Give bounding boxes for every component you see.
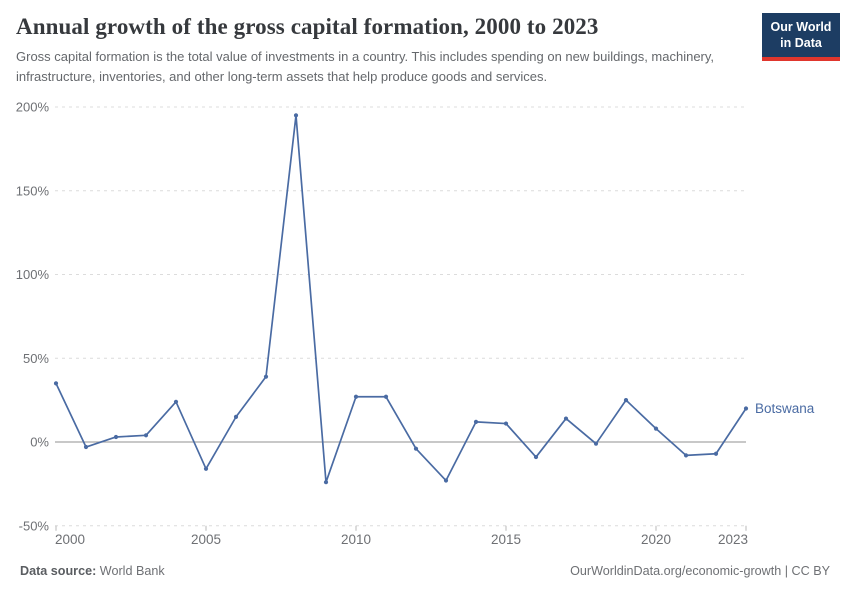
data-point-2019[interactable] (623, 398, 629, 403)
data-point-2013[interactable] (443, 478, 449, 483)
data-point-2017[interactable] (563, 416, 569, 421)
y-axis-label-50%: 50% (23, 351, 49, 366)
data-point-2015[interactable] (503, 421, 509, 426)
y-axis-label--50%: -50% (19, 518, 50, 533)
data-point-2001[interactable] (83, 444, 89, 450)
data-point-2016[interactable] (533, 454, 539, 460)
owid-logo: Our World in Data (762, 13, 840, 61)
data-source: Data source: World Bank (20, 564, 165, 578)
data-point-2008[interactable] (293, 113, 299, 118)
data-point-2009[interactable] (323, 480, 329, 485)
data-point-2006[interactable] (233, 414, 239, 419)
chart-header: Annual growth of the gross capital forma… (0, 0, 850, 86)
x-axis-label-2023: 2023 (718, 532, 748, 547)
data-point-2012[interactable] (413, 446, 419, 451)
data-point-2021[interactable] (683, 453, 689, 458)
owid-logo-line2: in Data (780, 35, 822, 50)
chart-subtitle: Gross capital formation is the total val… (16, 49, 715, 84)
data-point-2003[interactable] (143, 433, 149, 438)
y-axis-label-100%: 100% (16, 267, 50, 282)
series-line-botswana[interactable] (55, 114, 747, 484)
series-label-botswana[interactable]: Botswana (755, 401, 815, 416)
data-point-2018[interactable] (593, 441, 599, 446)
data-point-2000[interactable] (53, 381, 59, 386)
data-point-2004[interactable] (173, 399, 179, 404)
page-title: Annual growth of the gross capital forma… (16, 14, 599, 39)
y-axis-label-150%: 150% (16, 183, 50, 198)
data-point-2002[interactable] (113, 434, 119, 440)
data-point-2014[interactable] (473, 419, 479, 424)
data-point-2020[interactable] (653, 426, 659, 431)
data-point-2007[interactable] (263, 374, 269, 379)
x-axis-label-2010: 2010 (341, 532, 371, 547)
y-axis-label-0%: 0% (30, 435, 49, 450)
x-axis-label-2020: 2020 (641, 532, 671, 547)
owid-logo-line1: Our World (770, 20, 832, 34)
data-point-2022[interactable] (713, 451, 719, 456)
x-axis-label-2005: 2005 (191, 532, 221, 547)
data-source-label: Data source: (20, 564, 97, 578)
attribution-link[interactable]: OurWorldinData.org/economic-growth | CC … (570, 564, 830, 578)
chart-footer: Data source: World Bank OurWorldinData.o… (0, 562, 850, 578)
data-point-2023[interactable] (743, 406, 749, 411)
data-source-value: World Bank (99, 564, 165, 578)
data-point-2011[interactable] (383, 394, 389, 399)
y-axis-label-200%: 200% (16, 100, 50, 115)
x-axis-label-2015: 2015 (491, 532, 521, 547)
x-axis-label-2000: 2000 (55, 532, 85, 547)
data-point-2005[interactable] (203, 466, 209, 471)
line-chart: 200% 150% 100% 50% 0% -50% 2000 2005 2010 2015 202… (16, 100, 815, 548)
data-point-2010[interactable] (353, 394, 359, 399)
